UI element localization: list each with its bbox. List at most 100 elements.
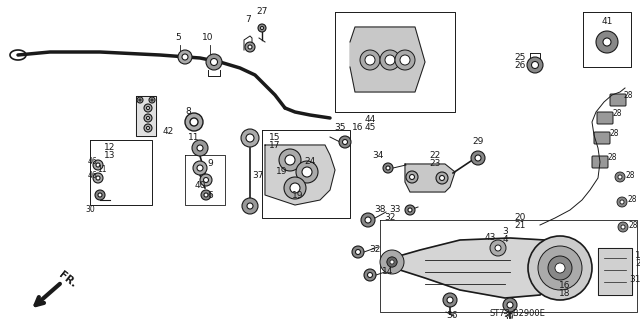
Circle shape [360, 50, 380, 70]
Polygon shape [265, 145, 335, 205]
Circle shape [436, 172, 448, 184]
Polygon shape [598, 248, 632, 295]
Text: 6: 6 [207, 190, 213, 199]
Text: 12: 12 [104, 144, 116, 152]
Circle shape [342, 139, 348, 145]
Circle shape [621, 225, 625, 229]
Circle shape [548, 256, 572, 280]
Circle shape [503, 298, 517, 312]
Text: 3: 3 [502, 227, 508, 236]
Text: 25: 25 [515, 54, 525, 63]
Text: 41: 41 [602, 17, 612, 26]
Circle shape [386, 166, 390, 170]
Text: 46: 46 [87, 170, 97, 180]
Circle shape [617, 197, 627, 207]
Text: 32: 32 [369, 246, 381, 255]
Circle shape [258, 24, 266, 32]
Text: 22: 22 [429, 151, 440, 160]
Circle shape [390, 260, 394, 264]
Circle shape [395, 50, 415, 70]
FancyBboxPatch shape [594, 132, 610, 144]
Circle shape [406, 171, 418, 183]
Text: 30: 30 [85, 205, 95, 214]
Circle shape [197, 165, 203, 171]
Text: 28: 28 [627, 196, 637, 204]
Text: 42: 42 [163, 128, 173, 137]
Circle shape [355, 249, 360, 255]
Text: 28: 28 [623, 92, 633, 100]
Circle shape [538, 246, 582, 290]
Text: 37: 37 [252, 170, 264, 180]
Text: 7: 7 [245, 16, 251, 25]
FancyBboxPatch shape [597, 112, 613, 124]
Circle shape [178, 50, 192, 64]
Circle shape [352, 246, 364, 258]
Circle shape [96, 163, 100, 167]
Circle shape [93, 160, 103, 170]
Text: 15: 15 [269, 132, 281, 142]
Circle shape [618, 222, 628, 232]
Circle shape [147, 127, 150, 130]
Circle shape [290, 183, 300, 193]
Circle shape [98, 193, 102, 197]
Text: 43: 43 [484, 234, 496, 242]
Circle shape [603, 38, 611, 46]
Text: 8: 8 [185, 108, 191, 116]
Circle shape [285, 155, 295, 165]
Circle shape [440, 175, 445, 181]
Text: 24: 24 [305, 158, 316, 167]
Circle shape [147, 116, 150, 120]
Text: 40: 40 [195, 181, 205, 189]
Text: 2: 2 [635, 258, 640, 268]
Circle shape [447, 297, 453, 303]
Circle shape [139, 99, 141, 101]
Circle shape [365, 55, 375, 65]
Circle shape [96, 176, 100, 180]
Text: 5: 5 [175, 33, 181, 42]
Text: 19: 19 [292, 190, 304, 199]
Circle shape [596, 31, 618, 53]
Circle shape [443, 293, 457, 307]
Circle shape [144, 114, 152, 122]
Text: 21: 21 [515, 221, 525, 231]
Circle shape [383, 163, 393, 173]
Text: 14: 14 [382, 268, 394, 277]
Text: 27: 27 [256, 8, 268, 17]
Text: 18: 18 [559, 288, 571, 298]
Text: 29: 29 [472, 137, 484, 146]
Circle shape [182, 54, 188, 60]
Circle shape [367, 272, 372, 278]
Circle shape [531, 62, 538, 69]
Circle shape [241, 129, 259, 147]
Circle shape [527, 57, 543, 73]
Text: 28: 28 [625, 170, 635, 180]
Text: 1: 1 [635, 250, 640, 259]
Text: 28: 28 [609, 130, 619, 138]
Circle shape [248, 45, 252, 49]
Text: 44: 44 [364, 115, 376, 124]
Circle shape [620, 200, 624, 204]
Polygon shape [385, 238, 565, 298]
Polygon shape [136, 96, 156, 136]
FancyBboxPatch shape [610, 94, 626, 106]
Circle shape [246, 134, 254, 142]
Text: 38: 38 [374, 205, 386, 214]
Circle shape [247, 203, 253, 209]
Text: 19: 19 [276, 167, 288, 176]
Circle shape [193, 161, 207, 175]
Circle shape [200, 174, 212, 186]
Text: 46: 46 [87, 158, 97, 167]
Circle shape [475, 155, 481, 161]
Text: 20: 20 [515, 213, 525, 222]
Polygon shape [405, 164, 455, 192]
Text: 36: 36 [446, 311, 458, 319]
Text: 31: 31 [629, 276, 640, 285]
Circle shape [147, 107, 150, 109]
Circle shape [361, 213, 375, 227]
Circle shape [149, 97, 155, 103]
Text: 28: 28 [628, 220, 637, 229]
Circle shape [197, 145, 203, 151]
Text: 28: 28 [612, 109, 621, 118]
Circle shape [242, 198, 258, 214]
Circle shape [279, 149, 301, 171]
